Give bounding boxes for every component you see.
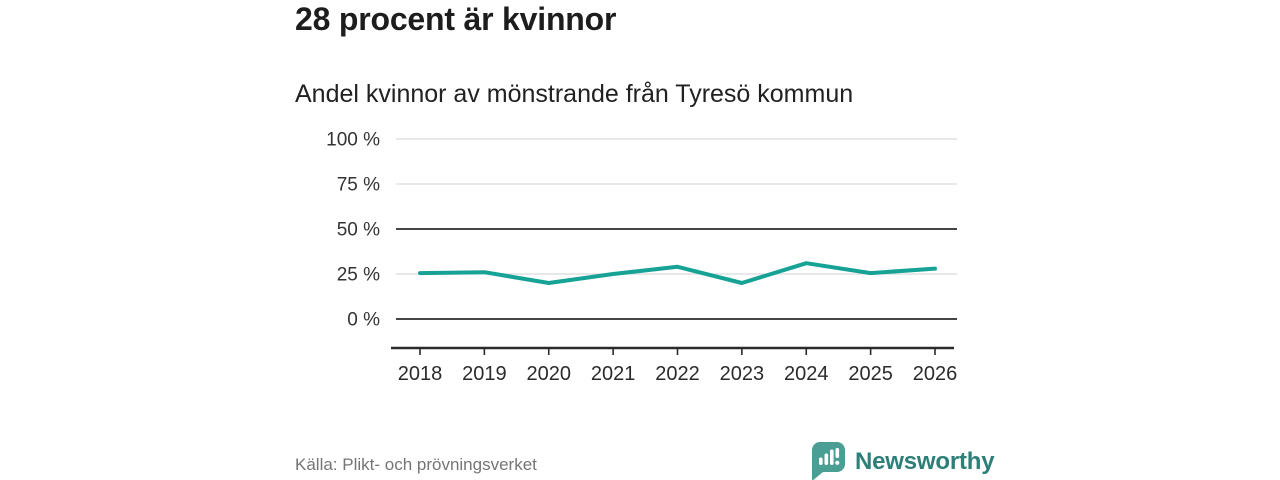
newsworthy-logo: Newsworthy <box>810 441 995 480</box>
y-axis-tick-label: 50 % <box>337 220 380 241</box>
logo-speech-bubble <box>812 442 845 480</box>
x-axis-tick-label: 2022 <box>655 363 700 385</box>
line-chart: 0 % 25 % 50 % 75 % 100 % 2018 2019 2020 2021 2022… <box>326 130 958 386</box>
newsworthy-logo-icon <box>812 442 845 480</box>
line-chart-svg: 0 % 25 % 50 % 75 % 100 % 2018 2019 2020 2021 2022… <box>326 130 958 386</box>
x-axis-tick-label: 2025 <box>848 363 893 385</box>
x-axis-tick-label: 2018 <box>398 363 443 385</box>
chart-title: Andel kvinnor av mönstrande från Tyresö … <box>295 80 854 108</box>
x-axis-tick-label: 2019 <box>462 363 507 385</box>
data-line-andel-kvinnor <box>418 261 937 285</box>
brand-name: Newsworthy <box>855 447 995 475</box>
y-axis-tick-label: 25 % <box>337 265 380 286</box>
source-credit: Källa: Plikt- och prövningsverket <box>295 455 537 474</box>
x-axis-tick-label: 2020 <box>527 363 572 385</box>
x-axis-tick-label: 2023 <box>720 363 765 385</box>
x-axis-tick-label: 2024 <box>784 363 829 385</box>
x-axis-tick-label: 2026 <box>913 363 958 385</box>
logo-bar-chart-glyph <box>819 448 840 465</box>
y-axis-tick-label: 75 % <box>337 175 380 196</box>
headline: 28 procent är kvinnor <box>295 1 617 37</box>
y-axis-tick-label: 100 % <box>326 130 380 151</box>
y-axis-tick-label: 0 % <box>347 310 380 331</box>
x-axis-tick-label: 2021 <box>591 363 636 385</box>
